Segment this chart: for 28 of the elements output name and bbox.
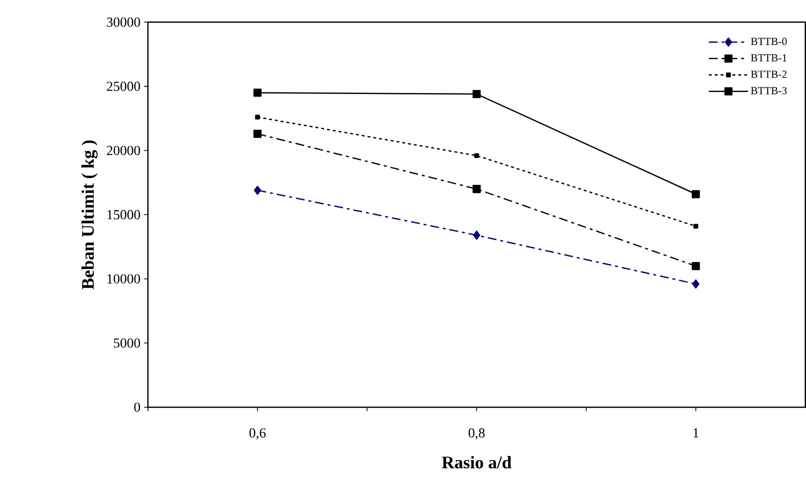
legend-label: BTTB-0 xyxy=(750,38,787,46)
point xyxy=(692,280,700,289)
point xyxy=(474,153,480,158)
y-tick-label: 15000 xyxy=(107,210,140,220)
legend-label: BTTB-3 xyxy=(750,87,787,94)
y-tick-label: 0 xyxy=(134,402,140,412)
point xyxy=(472,185,481,194)
point xyxy=(693,224,698,229)
point xyxy=(254,186,262,195)
y-tick-label: 25000 xyxy=(106,82,140,92)
point xyxy=(692,262,700,270)
x-axis-title: Rasio a/d xyxy=(442,456,512,469)
y-tick-label: 30000 xyxy=(106,18,140,27)
y-tick-label: 5000 xyxy=(114,338,140,348)
y-tick-label: 10000 xyxy=(107,274,140,284)
point xyxy=(472,90,481,98)
point xyxy=(253,130,262,138)
y-axis-title: Beban Ultimit ( kg ) xyxy=(81,140,98,290)
point xyxy=(253,88,262,97)
point xyxy=(692,190,700,198)
x-tick-label: 1 xyxy=(694,428,698,438)
point xyxy=(473,230,480,240)
legend-label: BTTB-2 xyxy=(750,70,787,78)
legend-label: BTTB-1 xyxy=(750,54,787,62)
x-tick-label: 0,8 xyxy=(468,428,485,440)
y-tick-label: 20000 xyxy=(106,146,140,156)
x-tick-label: 0,6 xyxy=(249,428,266,440)
point xyxy=(255,114,260,120)
